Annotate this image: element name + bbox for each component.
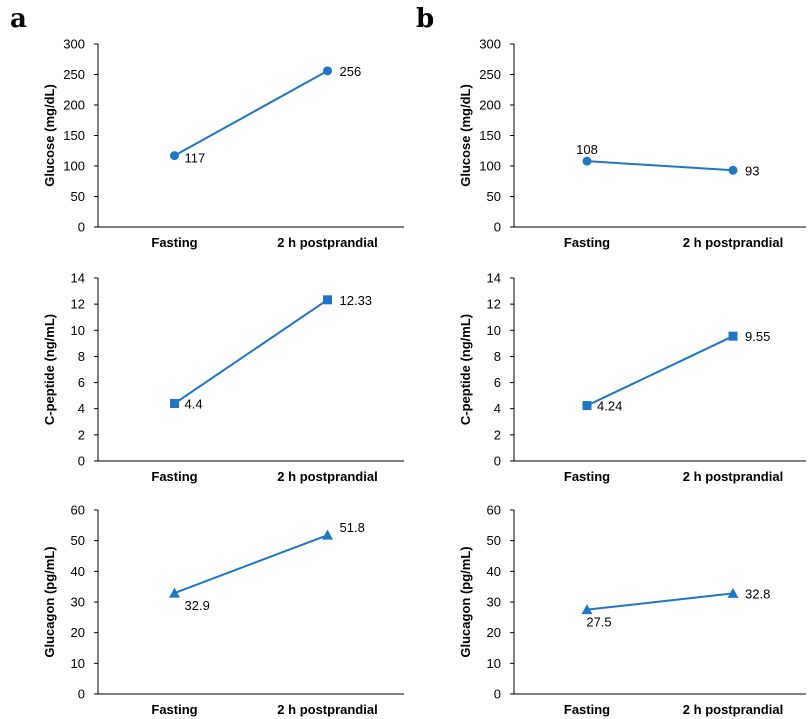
chart-b-1-y-tick-label: 8: [494, 349, 501, 364]
chart-a-2-y-tick-label: 50: [71, 533, 85, 548]
chart-a-0-data-label: 256: [340, 64, 362, 79]
chart-a-2-x-category-label: Fasting: [151, 702, 197, 717]
chart-b-1-y-tick-label: 14: [487, 271, 501, 286]
chart-a-1-y-tick-label: 4: [78, 401, 85, 416]
chart-a-1-y-tick-label: 6: [78, 375, 85, 390]
chart-a-1-x-category-label: 2 h postprandial: [277, 469, 377, 484]
chart-a-1-y-tick-label: 14: [71, 271, 85, 286]
chart-a-0-y-tick-label: 50: [71, 189, 85, 204]
chart-a-0-point-marker: [323, 66, 332, 76]
chart-a-1-point-marker: [170, 398, 179, 408]
chart-a-1-series-line: [173, 299, 329, 405]
chart-a-1-data-label: 4.4: [185, 396, 203, 411]
chart-b-0-y-tick-label: 50: [487, 189, 501, 204]
chart-b-1-y-tick-label: 2: [494, 427, 501, 442]
chart-a-2-y-tick-label: 30: [71, 595, 85, 610]
chart-b-1-y-axis-label: C-peptide (ng/mL): [458, 314, 473, 425]
chart-b-1-x-category-label: 2 h postprandial: [683, 469, 783, 484]
chart-b-0-y-axis-label: Glucose (mg/dL): [458, 84, 473, 187]
chart-a-2-y-tick-label: 0: [78, 687, 85, 702]
chart-b-0-y-tick-label: 200: [479, 98, 501, 113]
chart-b-0-y-tick-label: 150: [479, 128, 501, 143]
chart-b-2-point-marker: [581, 604, 593, 615]
chart-a-2-data-label: 32.9: [185, 598, 210, 613]
chart-b-0-data-label: 108: [576, 142, 598, 157]
chart-a-2-y-tick-label: 10: [71, 656, 85, 671]
chart-a-2-y-tick-label: 60: [71, 503, 85, 518]
chart-a-2-series-line: [174, 534, 328, 595]
chart-a-1-y-tick-label: 0: [78, 454, 85, 469]
chart-b-1-data-label: 9.55: [745, 329, 770, 344]
chart-a-1-y-tick-label: 8: [78, 349, 85, 364]
chart-b-0-y-tick-label: 250: [479, 67, 501, 82]
chart-a-1-y-tick-label: 10: [71, 323, 85, 338]
chart-a-2-y-tick-label: 20: [71, 625, 85, 640]
chart-b-2-y-axis-label: Glucagon (pg/mL): [458, 546, 473, 657]
chart-a-0-y-tick-label: 0: [78, 220, 85, 235]
chart-a-0-point-marker: [170, 151, 179, 161]
chart-b-2-y-tick-label: 0: [494, 687, 501, 702]
chart-b-0-x-category-label: Fasting: [564, 235, 610, 250]
chart-a-1-y-tick-label: 2: [78, 427, 85, 442]
chart-b-0-data-label: 93: [745, 163, 759, 178]
chart-b-1-y-tick-label: 4: [494, 401, 501, 416]
chart-b-0-point-marker: [582, 156, 592, 166]
chart-b-2-y-tick-label: 20: [487, 625, 501, 640]
chart-a-0-y-tick-label: 250: [63, 67, 85, 82]
chart-b-2-x-category-label: Fasting: [564, 702, 610, 717]
chart-b-0-x-category-label: 2 h postprandial: [683, 235, 783, 250]
chart-b-2-x-category-label: 2 h postprandial: [683, 702, 783, 717]
chart-a-2-data-label: 51.8: [340, 520, 365, 535]
panel-a-label: a: [10, 4, 27, 34]
chart-b-0-y-tick-label: 0: [494, 220, 501, 235]
chart-a-2-point-marker: [322, 529, 333, 540]
chart-a-2-point-marker: [169, 587, 180, 598]
chart-b-2-y-tick-label: 10: [487, 656, 501, 671]
chart-b-1-point-marker: [728, 331, 738, 341]
chart-b-2-point-marker: [727, 587, 739, 598]
chart-b-1-y-tick-label: 6: [494, 375, 501, 390]
chart-b-1-data-label: 4.24: [597, 399, 622, 414]
chart-b-1-y-tick-label: 0: [494, 454, 501, 469]
chart-b-2-y-tick-label: 30: [487, 595, 501, 610]
chart-a-0-series-line: [174, 69, 328, 157]
chart-a-0-y-tick-label: 200: [63, 98, 85, 113]
chart-a-2-y-tick-label: 40: [71, 564, 85, 579]
chart-b-1-x-category-label: Fasting: [564, 469, 610, 484]
chart-a-1-y-axis-label: C-peptide (ng/mL): [42, 314, 57, 425]
chart-a-0-y-tick-label: 150: [63, 128, 85, 143]
chart-b-1-point-marker: [582, 401, 592, 411]
chart-a-0-x-category-label: Fasting: [151, 235, 197, 250]
chart-a-0-y-axis-label: Glucose (mg/dL): [42, 84, 57, 187]
chart-b-1-y-tick-label: 12: [487, 297, 501, 312]
chart-a-1-y-tick-label: 12: [71, 297, 85, 312]
chart-a-0-x-category-label: 2 h postprandial: [277, 235, 377, 250]
chart-b-2-data-label: 27.5: [586, 615, 611, 630]
chart-b-0-point-marker: [728, 165, 738, 175]
chart-a-0-data-label: 117: [185, 151, 206, 166]
chart-b-1-series-line: [586, 335, 734, 407]
chart-b-0-series-line: [586, 160, 734, 172]
chart-a-0-y-tick-label: 100: [63, 159, 85, 174]
chart-b-2-y-tick-label: 50: [487, 533, 501, 548]
chart-a-1-data-label: 12.33: [340, 293, 373, 308]
chart-b-2-y-tick-label: 60: [487, 503, 501, 518]
chart-b-2-series-line: [586, 592, 734, 611]
chart-a-0-y-tick-label: 300: [63, 37, 85, 52]
chart-a-2-y-axis-label: Glucagon (pg/mL): [42, 546, 57, 657]
chart-b-2-y-tick-label: 40: [487, 564, 501, 579]
chart-a-2-x-category-label: 2 h postprandial: [277, 702, 377, 717]
chart-b-2-data-label: 32.8: [745, 586, 770, 601]
chart-b-0-y-tick-label: 100: [479, 159, 501, 174]
chart-b-0-y-tick-label: 300: [479, 37, 501, 52]
panel-b-label: b: [416, 4, 435, 34]
chart-b-1-y-tick-label: 10: [487, 323, 501, 338]
chart-a-1-x-category-label: Fasting: [151, 469, 197, 484]
chart-a-1-point-marker: [323, 295, 332, 305]
